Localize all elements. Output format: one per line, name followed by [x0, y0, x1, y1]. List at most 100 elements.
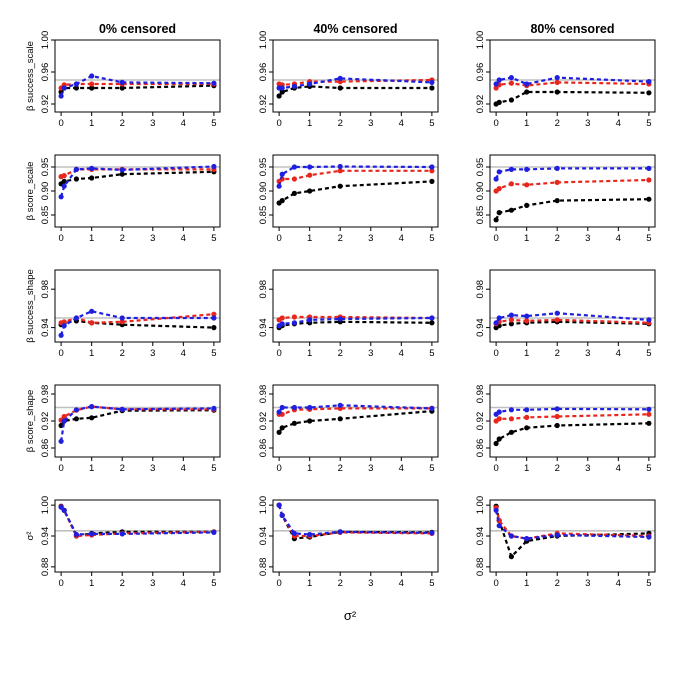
panel-frame [54, 384, 221, 458]
data-point-blue [337, 75, 343, 81]
x-tick-label: 2 [120, 463, 125, 474]
y-tick-label: 0.94 [40, 527, 51, 546]
x-tick-label: 2 [555, 463, 560, 474]
data-point-red [291, 314, 297, 320]
data-point-blue [337, 529, 343, 535]
x-tick-label: 5 [429, 463, 434, 474]
data-point-red [291, 176, 297, 182]
data-point-blue [496, 315, 502, 321]
x-tick-label: 2 [120, 118, 125, 129]
data-point-red [119, 319, 125, 325]
data-point-blue [58, 438, 64, 444]
data-point-blue [119, 315, 125, 321]
x-tick-label: 3 [585, 118, 590, 129]
data-point-black [508, 321, 514, 327]
series-line-black [60, 409, 214, 427]
y-tick-label: 1.00 [258, 31, 269, 50]
data-point-blue [493, 320, 499, 326]
x-tick-label: 1 [524, 463, 529, 474]
data-point-black [493, 440, 499, 447]
data-point-black [119, 85, 125, 91]
y-tick-label: 0.92 [40, 95, 51, 114]
panel: 0 1 2 3 4 5 0.85 0.90 0.95 [475, 154, 656, 244]
series-line-blue [495, 167, 649, 180]
data-point-red [554, 413, 560, 420]
data-point-blue [508, 75, 514, 81]
x-tick-label: 0 [58, 463, 63, 474]
series-line-black [278, 410, 432, 433]
data-point-blue [211, 405, 217, 411]
y-tick-label: 0.90 [40, 182, 51, 201]
x-tick-label: 5 [211, 348, 216, 359]
x-tick-label: 3 [150, 233, 155, 244]
column-titles: 0% censored 40% censored 80% censored [99, 22, 615, 36]
y-tick-label: 0.85 [475, 206, 486, 225]
y-axis-label: σ² [25, 531, 36, 540]
data-point-black [119, 171, 125, 177]
data-point-blue [73, 315, 79, 321]
series-line-blue [495, 510, 649, 540]
y-tick-label: 0.92 [475, 412, 486, 431]
data-point-red [211, 311, 217, 317]
x-tick-label: 5 [429, 348, 434, 359]
y-tick-label: 0.98 [40, 385, 51, 404]
x-tick-label: 4 [399, 233, 404, 244]
x-tick-label: 3 [368, 578, 373, 589]
x-tick-label: 2 [555, 348, 560, 359]
data-point-blue [119, 406, 125, 412]
series-line-red [495, 81, 649, 89]
data-point-blue [429, 530, 435, 536]
data-point-black [279, 198, 285, 204]
series-line-black [60, 170, 214, 185]
x-tick-label: 4 [616, 348, 621, 359]
x-tick-label: 0 [276, 233, 281, 244]
panel: 0 1 2 3 4 5 0.92 0.96 1.00 [258, 31, 439, 129]
series-line-blue [495, 407, 649, 416]
data-point-blue [508, 533, 514, 539]
x-tick-label: 0 [58, 233, 63, 244]
x-tick-label: 1 [307, 118, 312, 129]
data-point-blue [211, 163, 217, 170]
data-point-blue [524, 81, 530, 87]
y-axis-label: β success_scale [25, 41, 36, 111]
x-tick-label: 1 [524, 578, 529, 589]
y-tick-label: 0.98 [258, 385, 269, 404]
y-tick-label: 0.86 [40, 439, 51, 458]
data-point-blue [508, 166, 514, 172]
x-tick-label: 0 [493, 348, 498, 359]
data-point-black [337, 183, 343, 189]
data-point-blue [508, 312, 514, 318]
x-tick-label: 4 [181, 118, 186, 129]
y-tick-label: 0.98 [258, 280, 269, 299]
x-tick-label: 5 [211, 578, 216, 589]
y-tick-label: 0.86 [475, 439, 486, 458]
data-point-blue [89, 165, 95, 171]
data-point-black [429, 178, 435, 184]
data-point-black [554, 89, 560, 95]
data-point-blue [496, 523, 502, 529]
x-tick-label: 5 [429, 118, 434, 129]
y-tick-label: 0.94 [258, 318, 269, 337]
panel-frame [54, 269, 221, 343]
x-tick-label: 3 [368, 118, 373, 129]
data-point-black [554, 422, 560, 429]
data-point-blue [429, 79, 435, 85]
data-point-black [496, 436, 502, 442]
data-point-black [508, 429, 514, 435]
data-point-red [61, 319, 67, 325]
data-point-red [524, 318, 530, 324]
data-point-blue [73, 81, 79, 87]
data-point-blue [496, 77, 502, 83]
x-tick-label: 5 [646, 118, 651, 129]
series-line-red [495, 178, 649, 192]
series-line-red [278, 169, 432, 183]
x-tick-label: 4 [181, 463, 186, 474]
x-tick-label: 2 [338, 463, 343, 474]
series-line-black [278, 180, 432, 204]
data-point-blue [646, 317, 652, 323]
panel-frame [272, 39, 439, 113]
y-tick-label: 0.94 [258, 527, 269, 546]
data-point-black [554, 198, 560, 204]
data-point-blue [73, 407, 79, 413]
